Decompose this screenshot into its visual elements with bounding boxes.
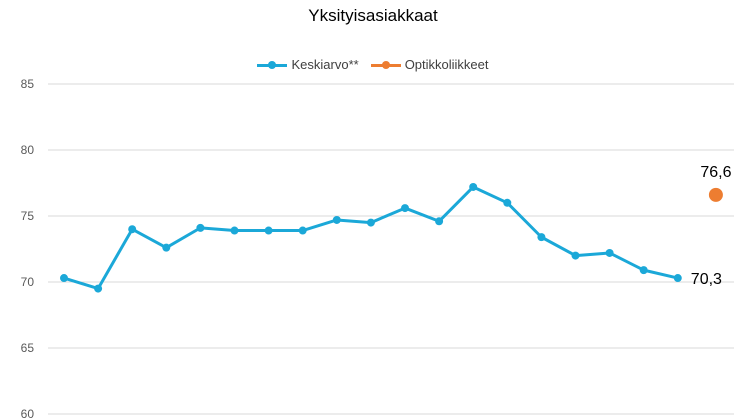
data-point-keskiarvo-2 bbox=[94, 284, 103, 293]
data-point-keskiarvo-7 bbox=[264, 226, 273, 235]
data-label-keskiarvo: 70,3 bbox=[691, 271, 722, 288]
data-point-keskiarvo-15 bbox=[537, 233, 546, 242]
data-point-keskiarvo-12 bbox=[435, 217, 444, 226]
data-point-keskiarvo-1 bbox=[60, 274, 68, 283]
legend-item-optikkoliikkeet: Optikkoliikkeet bbox=[370, 57, 489, 72]
data-point-optikkoliikkeet-1 bbox=[708, 187, 723, 202]
data-point-keskiarvo-3 bbox=[128, 225, 137, 234]
legend-item-keskiarvo: Keskiarvo** bbox=[257, 57, 359, 72]
legend-label-keskiarvo: Keskiarvo** bbox=[291, 57, 359, 72]
data-point-keskiarvo-10 bbox=[366, 218, 375, 227]
data-point-keskiarvo-17 bbox=[605, 248, 614, 257]
data-point-keskiarvo-14 bbox=[503, 198, 512, 207]
data-point-keskiarvo-6 bbox=[230, 226, 239, 235]
data-point-keskiarvo-11 bbox=[401, 204, 409, 213]
y-tick-label-75: 75 bbox=[21, 209, 35, 223]
data-label-optikkoliikkeet: 76,6 bbox=[700, 164, 731, 181]
data-point-keskiarvo-8 bbox=[298, 226, 307, 235]
data-point-keskiarvo-13 bbox=[469, 182, 478, 191]
data-point-keskiarvo-4 bbox=[162, 243, 171, 252]
legend-swatch-keskiarvo bbox=[257, 60, 288, 70]
y-tick-label-60: 60 bbox=[21, 407, 35, 419]
series-line-keskiarvo bbox=[63, 185, 679, 291]
y-tick-label-65: 65 bbox=[21, 341, 35, 355]
legend-label-optikkoliikkeet: Optikkoliikkeet bbox=[404, 57, 489, 72]
y-tick-label-70: 70 bbox=[21, 275, 35, 289]
chart-legend: Keskiarvo** Optikkoliikkeet bbox=[0, 57, 746, 72]
y-tick-label-85: 85 bbox=[21, 77, 35, 91]
data-point-keskiarvo-16 bbox=[571, 251, 580, 260]
chart-title: Yksityisasiakkaat bbox=[308, 6, 438, 25]
data-point-keskiarvo-9 bbox=[332, 215, 341, 224]
data-point-keskiarvo-19 bbox=[673, 274, 682, 283]
data-point-keskiarvo-18 bbox=[639, 266, 648, 275]
legend-swatch-optikkoliikkeet bbox=[370, 60, 401, 70]
y-tick-label-80: 80 bbox=[21, 143, 35, 157]
data-point-keskiarvo-5 bbox=[196, 223, 205, 232]
